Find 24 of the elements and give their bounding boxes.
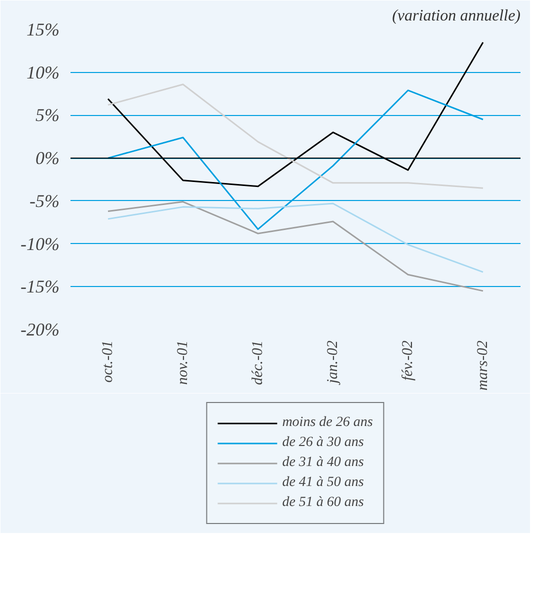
y-tick-label: -5%	[30, 190, 60, 211]
line-series	[107, 201, 484, 292]
legend-label: de 26 à 30 ans	[282, 435, 364, 451]
y-tick-label: 15%	[26, 20, 60, 40]
line-series	[107, 84, 484, 189]
legend-label: de 51 à 60 ans	[282, 495, 364, 511]
y-tick-label: -20%	[20, 320, 60, 340]
line-series	[107, 202, 484, 273]
x-tick-label: oct.-01	[100, 340, 116, 383]
legend-label: de 41 à 50 ans	[282, 475, 364, 491]
y-tick-label: 0%	[36, 148, 60, 168]
y-tick-label: -10%	[20, 234, 60, 254]
text: (variation annuelle)	[392, 8, 521, 24]
x-tick-label: mars-02	[475, 340, 491, 390]
legend-label: de 31 à 40 ans	[282, 455, 364, 471]
y-tick-label: 10%	[26, 62, 60, 82]
line-series	[107, 90, 484, 230]
x-tick-label: déc.-01	[250, 340, 266, 386]
x-tick-label: nov.-01	[175, 340, 191, 385]
y-tick-label: 5%	[36, 105, 60, 126]
y-tick-label: -15%	[20, 276, 60, 297]
x-tick-label: jan.-02	[325, 340, 341, 386]
legend-label: moins de 26 ans	[282, 415, 373, 431]
x-tick-label: fév.-02	[400, 340, 416, 381]
